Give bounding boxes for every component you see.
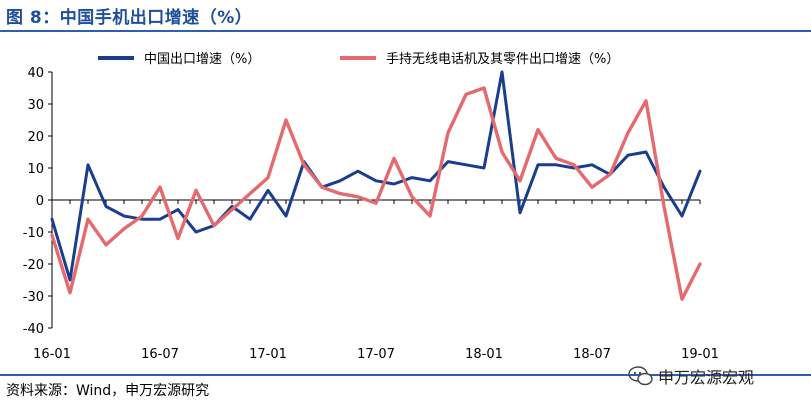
y-tick-label: -30 (23, 290, 44, 305)
y-axis: -40 -30 -20 -10 0 10 20 30 40 (23, 66, 53, 337)
plot-lines (50, 70, 702, 301)
y-tick-label: 0 (36, 194, 44, 209)
series-line-2 (50, 86, 702, 301)
x-tick-label: 18-01 (465, 347, 503, 362)
series-line-1 (50, 70, 702, 282)
x-tick-label: 17-01 (249, 347, 287, 362)
legend-label-series1: 中国出口增速（%） (144, 52, 260, 67)
x-tick-label: 16-01 (33, 347, 71, 362)
x-tick-label: 18-07 (573, 347, 611, 362)
x-axis: 16-01 16-07 17-01 17-07 18-01 18-07 19-01 (33, 199, 719, 362)
legend-label-series2: 手持无线电话机及其零件出口增速（%） (386, 52, 619, 67)
y-tick-label: 40 (27, 66, 44, 81)
y-tick-label: -40 (23, 322, 44, 337)
watermark-text: 申万宏源宏观 (658, 368, 755, 387)
x-tick-label: 17-07 (357, 347, 395, 362)
y-tick-label: -20 (23, 258, 44, 273)
figure-title: 图 8：中国手机出口增速（%） (6, 8, 253, 28)
title-rule (0, 30, 811, 32)
y-tick-label: 10 (27, 162, 44, 177)
y-tick-label: 20 (27, 130, 44, 145)
wechat-icon (628, 365, 654, 387)
source-note: 资料来源：Wind，申万宏源研究 (6, 383, 210, 399)
x-tick-label: 19-01 (681, 347, 719, 362)
legend: 中国出口增速（%） 手持无线电话机及其零件出口增速（%） (98, 52, 619, 67)
y-tick-label: 30 (27, 98, 44, 113)
footer-rule (0, 374, 811, 376)
watermark: 申万宏源宏观 (628, 364, 754, 388)
y-tick-label: -10 (23, 226, 44, 241)
x-tick-label: 16-07 (141, 347, 179, 362)
line-chart: 中国出口增速（%） 手持无线电话机及其零件出口增速（%） -40 -30 -20 -1… (23, 52, 719, 362)
